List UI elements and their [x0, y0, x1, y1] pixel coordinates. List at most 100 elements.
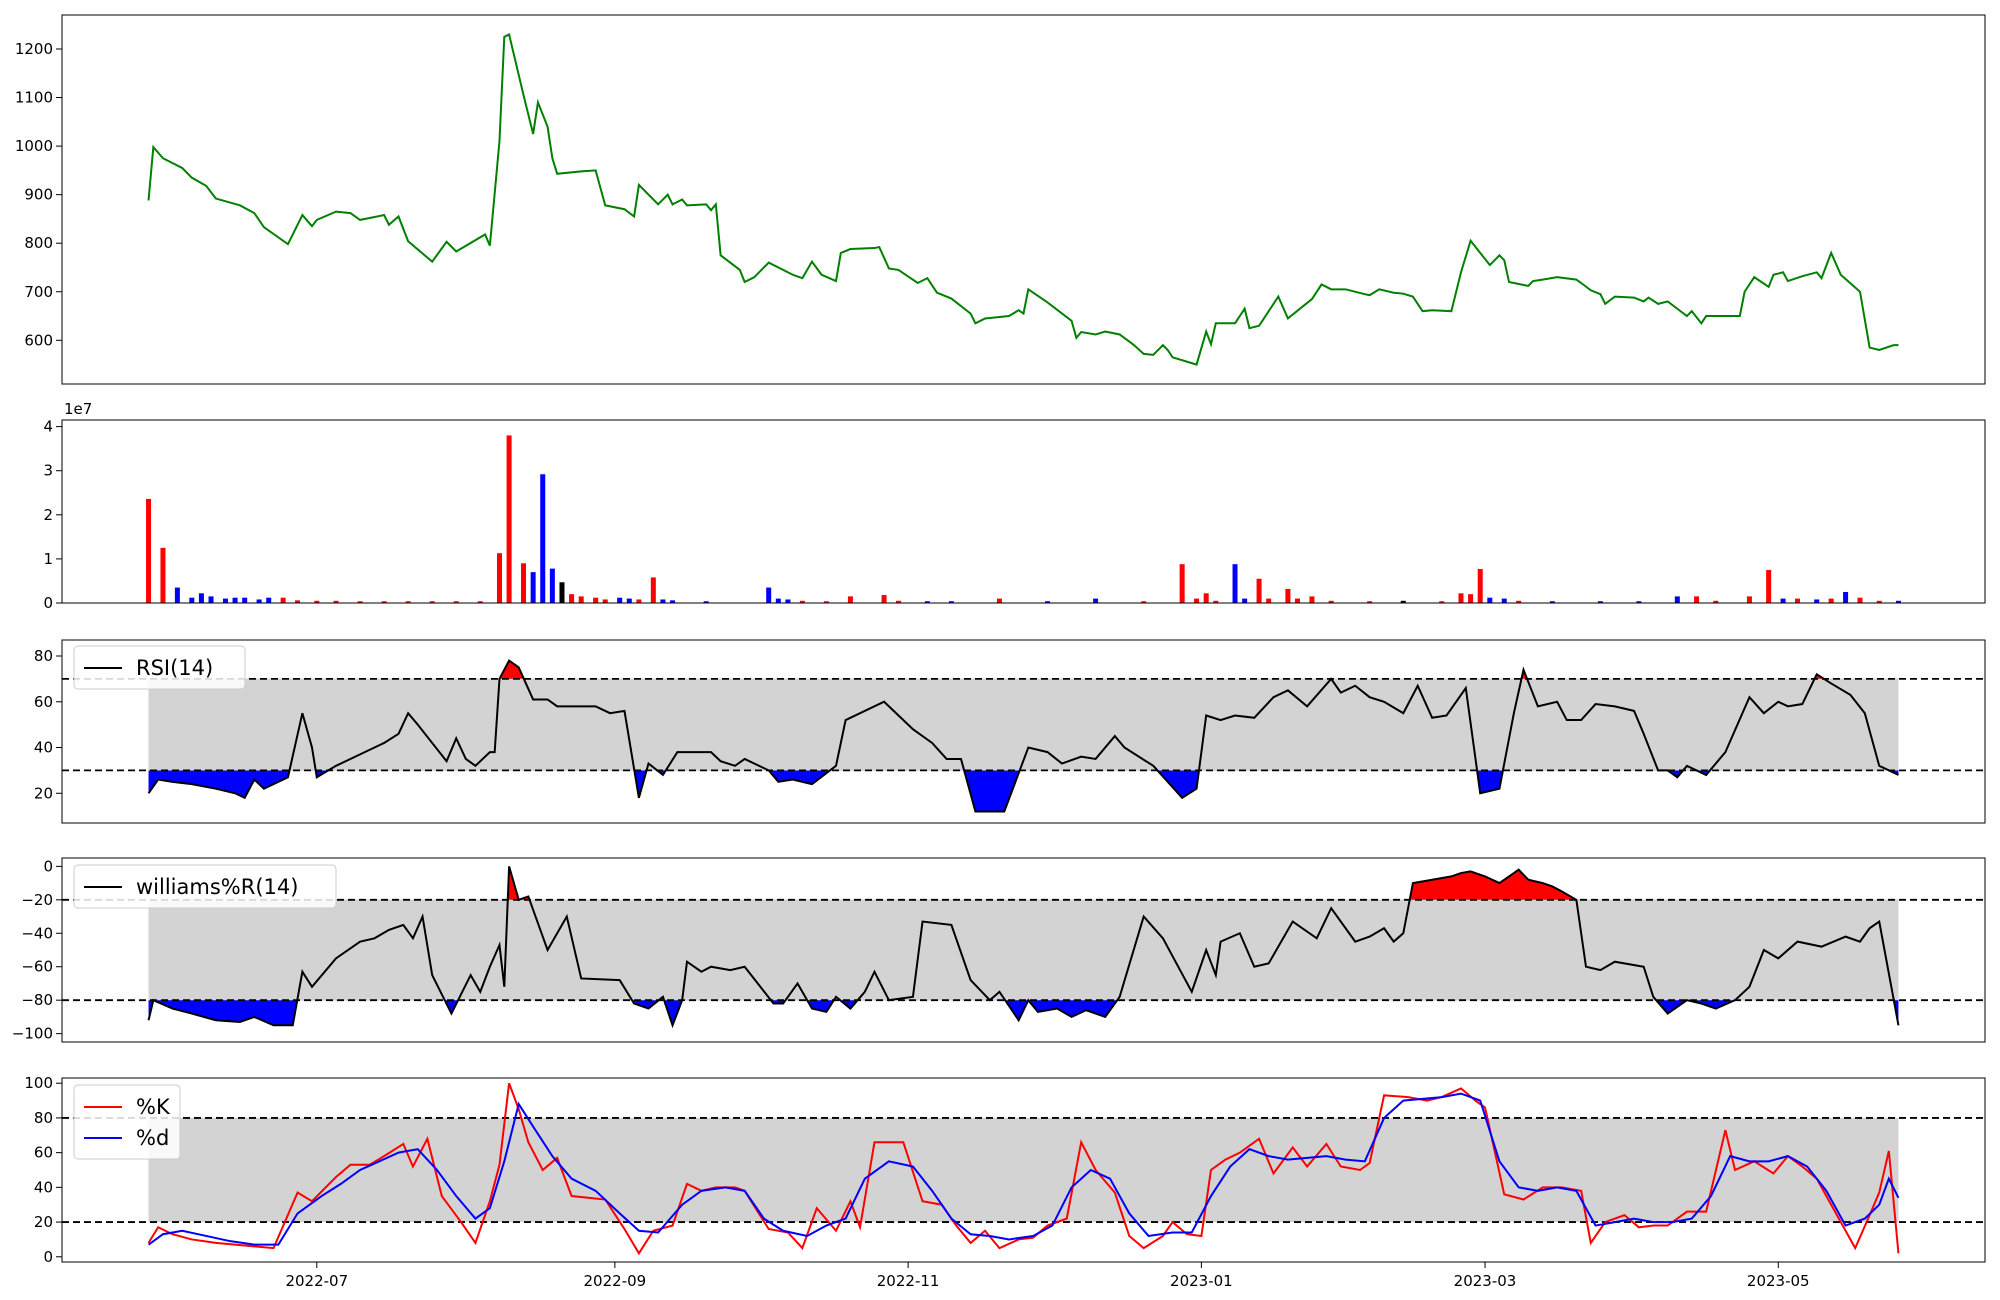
volume-bar — [1501, 598, 1507, 603]
volume-bar — [1367, 601, 1373, 603]
volume-bar — [1400, 600, 1406, 603]
volume-bar — [1636, 601, 1642, 603]
volume-bar — [208, 596, 214, 603]
volume-bar — [1309, 596, 1315, 603]
price-panel: 600 700 800 900 1000 1100 1200 — [15, 14, 1986, 385]
williams-band — [148, 899, 1899, 1001]
legend-label: %K — [136, 1095, 171, 1119]
volume-bar — [650, 577, 656, 603]
volume-bar — [617, 597, 623, 603]
volume-bar — [174, 587, 180, 603]
volume-bar — [1295, 598, 1301, 603]
volume-bar — [496, 553, 502, 603]
volume-bar — [333, 600, 339, 603]
volume-bar — [1876, 600, 1882, 603]
x-tick-label: 2022-09 — [584, 1272, 647, 1290]
volume-bar — [1814, 599, 1820, 603]
volume-bar — [1780, 598, 1786, 603]
volume-bar — [578, 596, 584, 603]
y-tick-label: −40 — [21, 924, 53, 942]
williams-oversold-fill — [148, 1000, 1899, 1026]
volume-bar — [295, 600, 301, 603]
y-tick-label: 20 — [34, 1213, 53, 1231]
y-tick-label: 80 — [34, 647, 53, 665]
volume-bar — [593, 597, 599, 603]
y-tick-label: 1100 — [15, 89, 53, 107]
volume-bar — [847, 596, 853, 603]
volume-bar — [1468, 594, 1474, 603]
volume-bar — [785, 599, 791, 603]
volume-bar — [948, 601, 954, 603]
rsi-legend-box — [73, 645, 246, 690]
volume-bar — [559, 582, 565, 603]
y-tick-label: 60 — [34, 1144, 53, 1162]
price-line — [147, 32, 1899, 366]
y-tick-label: 4 — [43, 418, 53, 436]
volume-bar — [1242, 598, 1248, 603]
volume-bar — [703, 601, 709, 603]
rsi-band — [148, 678, 1899, 771]
volume-bar — [1549, 601, 1555, 603]
volume-bar — [636, 599, 642, 603]
y-tick-label: 0 — [43, 1248, 53, 1266]
y-tick-label: 100 — [24, 1074, 53, 1092]
y-tick-label: 700 — [24, 283, 53, 301]
y-tick-label: 900 — [24, 186, 53, 204]
volume-bar — [1795, 598, 1801, 603]
volume-bar — [222, 598, 228, 603]
y-tick-label: 1000 — [15, 137, 53, 155]
volume-bar — [146, 498, 152, 603]
legend-label: %d — [136, 1126, 169, 1150]
williams-axes-frame — [61, 857, 1986, 1043]
volume-bar — [429, 601, 435, 603]
volume-bar — [540, 474, 546, 603]
volume-bar — [1516, 600, 1522, 603]
volume-bar — [1328, 600, 1334, 603]
y-tick-label: 40 — [34, 1178, 53, 1196]
volume-bar — [1477, 569, 1483, 603]
volume-bar — [242, 597, 248, 603]
stochastic-d-line — [147, 1092, 1900, 1246]
rsi-panel: 20 40 60 80 RSI(14) — [34, 639, 1986, 824]
volume-bar — [1843, 591, 1849, 603]
volume-bar — [1194, 598, 1200, 603]
y-tick-label: 2 — [43, 506, 53, 524]
volume-bar — [477, 601, 483, 603]
y-tick-label: −60 — [21, 958, 53, 976]
stochastic-panel: 0 20 40 60 80 100 %K %d 2022-07 2022-09 2022-11 202… — [24, 1074, 1986, 1290]
volume-bar — [1597, 601, 1603, 603]
y-tick-label: −100 — [12, 1025, 53, 1043]
legend-label: RSI(14) — [136, 656, 213, 680]
volume-bar — [1266, 598, 1272, 603]
volume-bar — [506, 435, 512, 603]
williams-panel: 0 −20 −40 −60 −80 −100 williams%R(14) — [12, 857, 1986, 1043]
volume-bar — [799, 600, 805, 603]
stochastic-legend-box — [73, 1084, 181, 1160]
x-tick-label: 2023-03 — [1454, 1272, 1517, 1290]
volume-bar — [280, 597, 286, 603]
volume-bar — [924, 601, 930, 603]
volume-bar — [198, 593, 204, 603]
y-tick-label: 40 — [34, 739, 53, 757]
price-axes-frame — [61, 14, 1986, 385]
williams-legend-box — [73, 864, 337, 909]
volume-bar — [1256, 578, 1262, 603]
volume-panel: 0 1 2 3 4 1e7 — [43, 400, 1986, 612]
volume-bar — [549, 568, 555, 603]
y-tick-label: 0 — [43, 857, 53, 875]
volume-bar — [1045, 601, 1051, 603]
volume-bar — [775, 598, 781, 603]
y-tick-label: 20 — [34, 784, 53, 802]
volume-bar — [453, 601, 459, 603]
volume-bar — [256, 599, 262, 603]
volume-bar — [1179, 564, 1185, 603]
volume-bar — [626, 598, 632, 603]
williams-overbought-fill — [507, 866, 1577, 900]
rsi-axes-frame — [61, 639, 1986, 824]
volume-bar — [521, 563, 527, 603]
volume-bar — [1828, 598, 1834, 603]
y-tick-label: 1200 — [15, 40, 53, 58]
volume-bar — [381, 601, 387, 603]
volume-bar — [357, 601, 363, 603]
